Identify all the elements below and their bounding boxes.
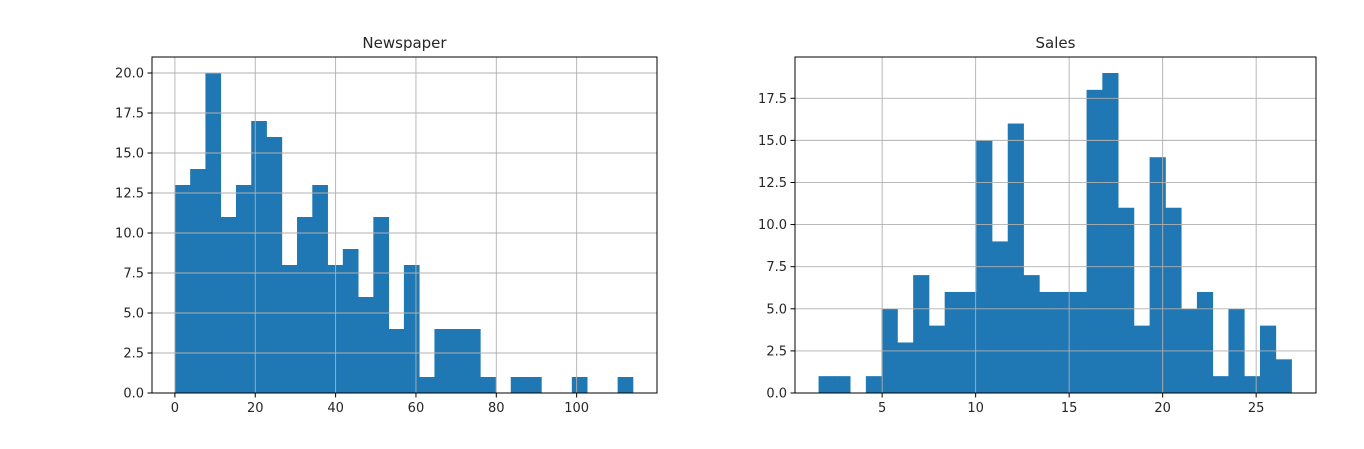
histogram-bar [1133,325,1151,393]
histogram-bar [464,329,481,393]
histogram-bar [373,217,390,393]
y-tick-label: 5.0 [123,307,144,322]
x-tick-label: 80 [488,401,505,416]
y-tick-label: 12.5 [758,176,787,191]
histogram-bar [297,217,313,393]
x-tick-label: 0 [171,401,179,416]
x-tick-label: 20 [247,401,264,416]
histogram-bar [342,249,359,393]
y-tick-label: 15.0 [758,134,787,149]
histogram-bar [1086,89,1103,393]
y-tick-label: 0.0 [766,387,787,402]
histogram-bar [991,241,1009,393]
histogram-bar [1149,157,1166,393]
histogram-bar [281,265,298,393]
histogram-bar [1102,73,1119,393]
histogram-bar [1244,376,1261,393]
histogram-bar [1275,359,1292,393]
histogram-bar [944,291,961,393]
x-tick-label: 60 [408,401,425,416]
histogram-bar [480,377,496,393]
x-tick-label: 25 [1248,401,1265,416]
histogram-bar [928,325,946,393]
x-tick-label: 20 [1154,401,1171,416]
x-tick-label: 5 [878,401,886,416]
sales-histogram: 5 10 15 20 25 0.0 2.5 5.0 7.5 10.0 12.5 15.0 17.5 Sal… [758,34,1317,416]
histogram-bar [1259,325,1277,393]
histogram-bar [865,376,883,393]
y-tick-label: 2.5 [123,347,144,362]
histogram-bar [388,329,405,393]
histogram-bar [251,121,267,393]
histogram-bar [174,185,191,393]
y-tick-label: 7.5 [766,260,787,275]
histogram-bar [434,329,451,393]
y-tick-label: 10.0 [115,227,144,242]
histogram-bar [1165,207,1182,393]
y-tick-label: 5.0 [766,302,787,317]
histogram-bar [913,275,930,393]
y-tick-label: 17.5 [115,107,144,122]
y-tick-label: 17.5 [758,92,787,107]
histogram-bar [403,265,420,393]
histogram-bar [526,377,542,393]
axes-frame [151,56,658,394]
y-tick-label: 20.0 [115,67,144,82]
histogram-bar [617,377,634,393]
histogram-bar [1070,291,1087,393]
histogram-bar [220,217,237,393]
histogram-bar [312,185,328,393]
histogram-bar [1039,291,1056,393]
histogram-bar [818,376,835,393]
y-tick-label: 7.5 [123,267,144,282]
histogram-bar [1055,291,1072,393]
histogram-bar [1023,275,1040,393]
y-tick-label: 2.5 [766,344,787,359]
y-tick-label: 12.5 [115,187,144,202]
histogram-bar [510,377,527,393]
histogram-bar [1212,376,1229,393]
histogram-bar [571,377,588,393]
newspaper-histogram: 0 20 40 60 80 100 0.0 2.5 5.0 7.5 10.0 12.5 15.0 17.5… [115,34,658,416]
chart-title: Sales [1036,34,1076,52]
histogram-bar [358,297,374,393]
histogram-bar [1007,123,1024,394]
y-tick-label: 15.0 [115,147,144,162]
histogram-bar [1196,291,1214,393]
histogram-bar [449,329,466,393]
x-tick-label: 40 [327,401,344,416]
x-tick-label: 15 [1061,401,1078,416]
histogram-bar [897,342,914,393]
histogram-bar [834,376,851,393]
chart-title: Newspaper [362,34,447,52]
histogram-bar [960,291,977,393]
x-tick-label: 10 [967,401,984,416]
histogram-bar [235,185,252,393]
histogram-bar [419,377,435,393]
y-tick-label: 10.0 [758,218,787,233]
histogram-bar [1118,207,1135,393]
histogram-bar [266,137,283,393]
histogram-bar [190,169,206,393]
y-tick-label: 0.0 [123,387,144,402]
x-tick-label: 100 [564,401,589,416]
